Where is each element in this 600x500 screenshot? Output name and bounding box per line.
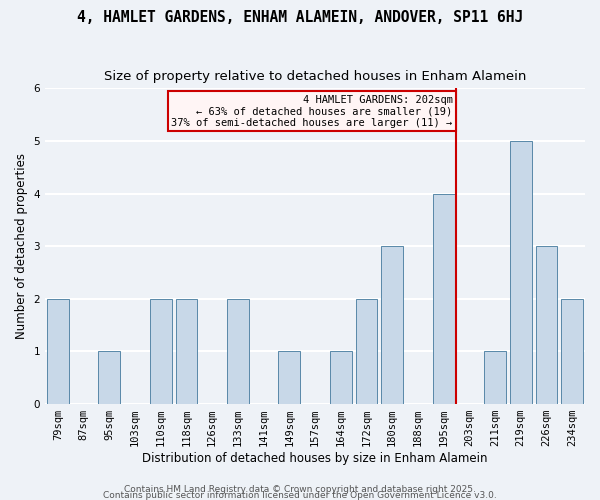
Bar bbox=[330, 352, 352, 404]
Bar bbox=[98, 352, 120, 404]
Bar bbox=[561, 299, 583, 404]
Text: 4 HAMLET GARDENS: 202sqm
← 63% of detached houses are smaller (19)
37% of semi-d: 4 HAMLET GARDENS: 202sqm ← 63% of detach… bbox=[172, 94, 452, 128]
Bar bbox=[433, 194, 455, 404]
Bar bbox=[484, 352, 506, 404]
Bar bbox=[227, 299, 249, 404]
Title: Size of property relative to detached houses in Enham Alamein: Size of property relative to detached ho… bbox=[104, 70, 526, 83]
Bar bbox=[47, 299, 69, 404]
Text: Contains HM Land Registry data © Crown copyright and database right 2025.: Contains HM Land Registry data © Crown c… bbox=[124, 484, 476, 494]
Y-axis label: Number of detached properties: Number of detached properties bbox=[15, 153, 28, 339]
Text: 4, HAMLET GARDENS, ENHAM ALAMEIN, ANDOVER, SP11 6HJ: 4, HAMLET GARDENS, ENHAM ALAMEIN, ANDOVE… bbox=[77, 10, 523, 25]
Bar bbox=[150, 299, 172, 404]
Bar bbox=[381, 246, 403, 404]
Bar bbox=[536, 246, 557, 404]
Bar bbox=[176, 299, 197, 404]
Bar bbox=[510, 141, 532, 404]
Bar bbox=[356, 299, 377, 404]
X-axis label: Distribution of detached houses by size in Enham Alamein: Distribution of detached houses by size … bbox=[142, 452, 488, 465]
Text: Contains public sector information licensed under the Open Government Licence v3: Contains public sector information licen… bbox=[103, 490, 497, 500]
Bar bbox=[278, 352, 300, 404]
